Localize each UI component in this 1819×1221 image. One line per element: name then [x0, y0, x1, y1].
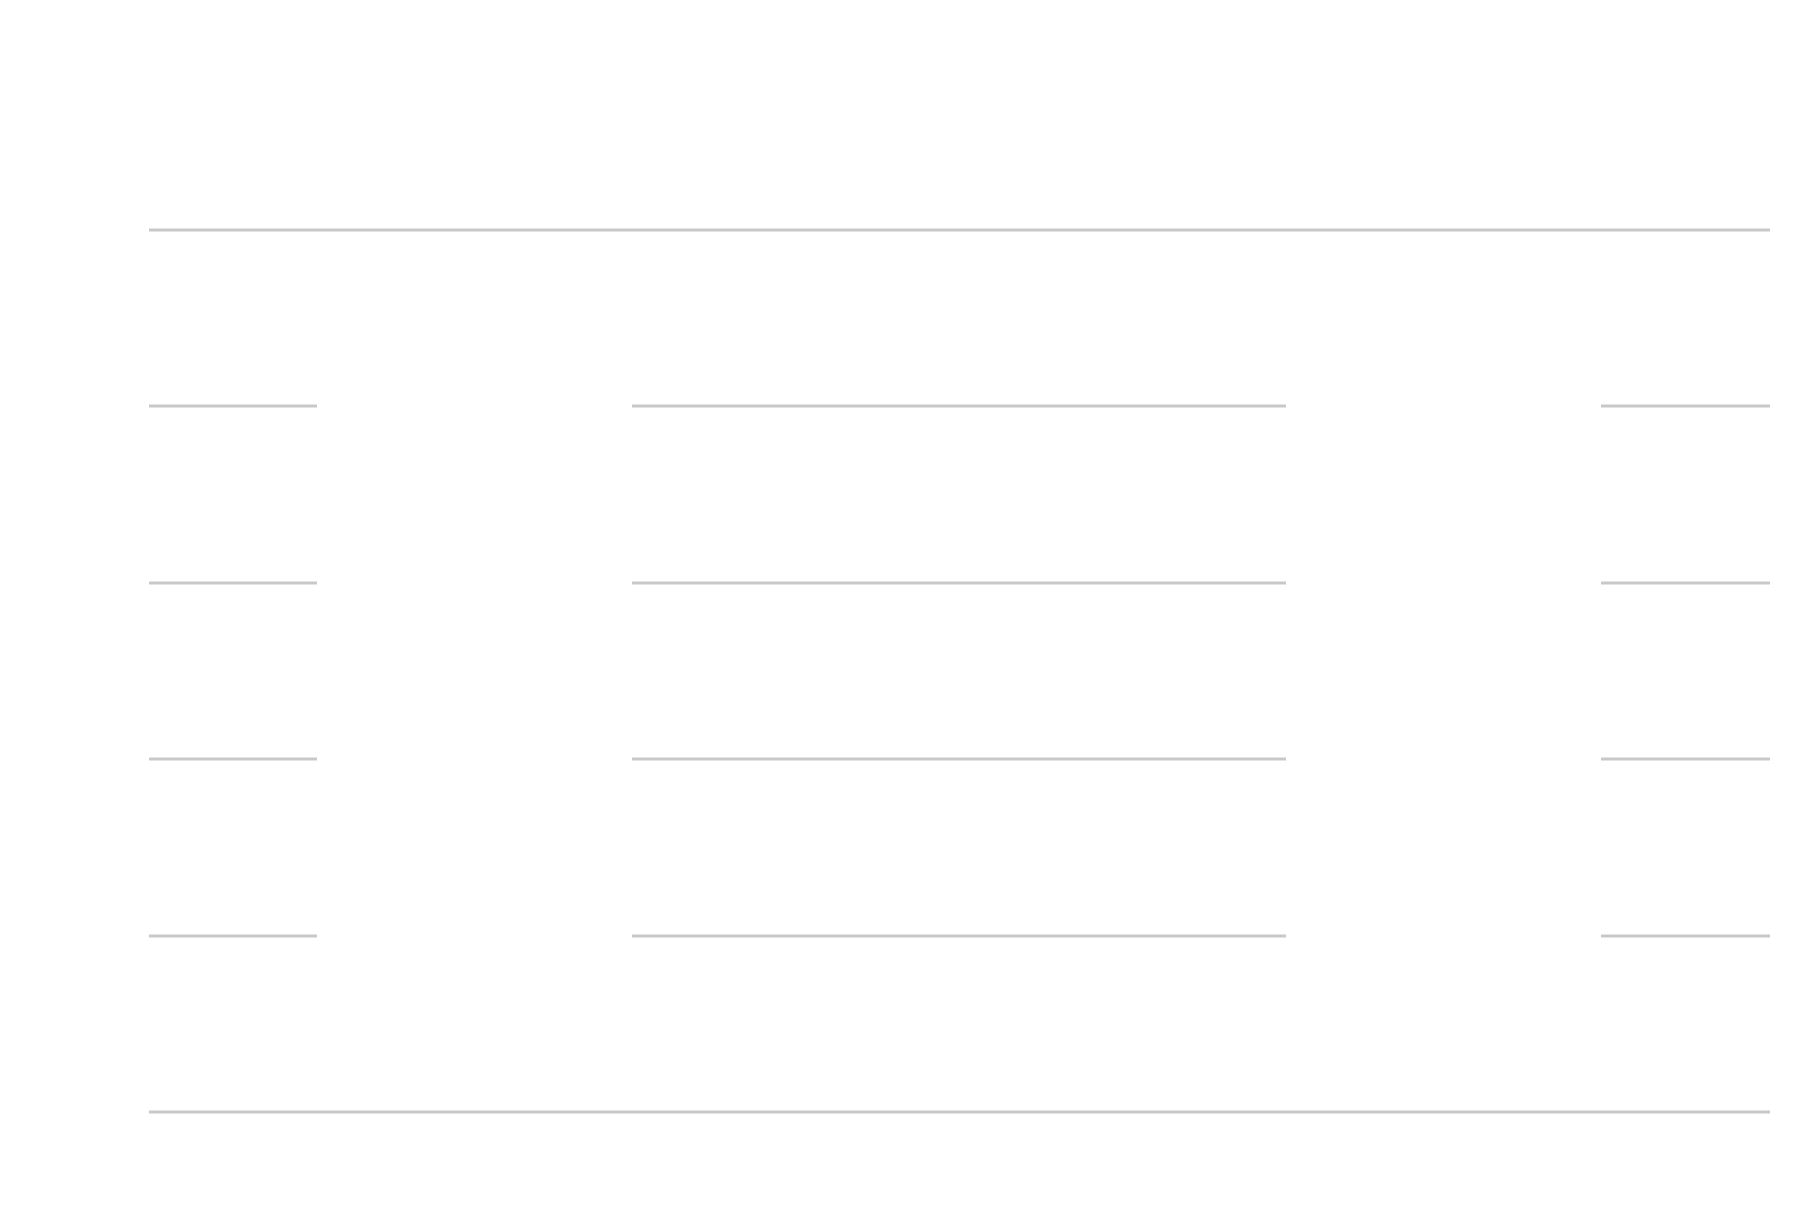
bar-gaps [317, 234, 1601, 1108]
bar [317, 234, 632, 1108]
bar [1286, 234, 1601, 1108]
